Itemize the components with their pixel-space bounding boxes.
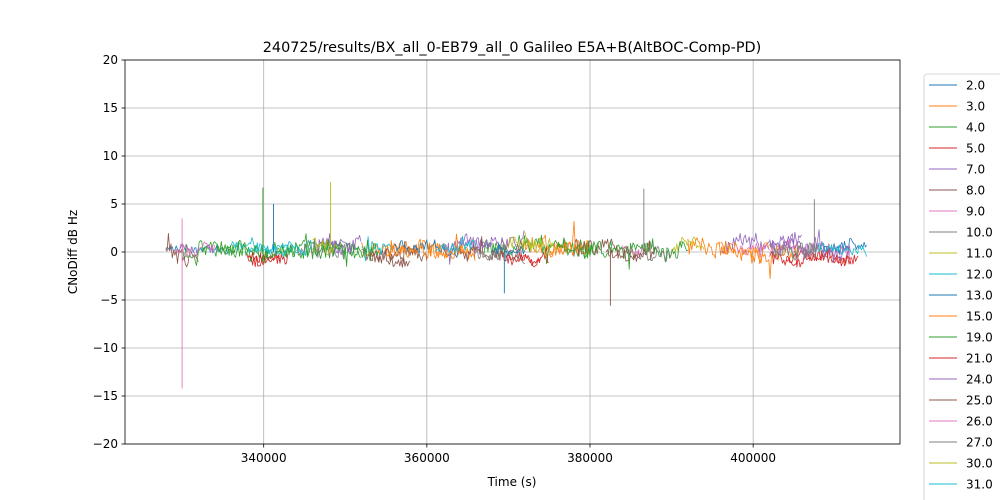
y-tick-label: −10 (93, 341, 118, 355)
legend-item: 12.0 (929, 267, 993, 281)
legend-item: 9.0 (929, 204, 985, 218)
y-tick-label: −20 (93, 437, 118, 451)
y-tick-label: 15 (103, 101, 118, 115)
legend-item: 19.0 (929, 330, 993, 344)
legend-item: 31.0 (929, 477, 993, 491)
legend-item: 33.0 (966, 498, 993, 500)
y-tick-label: 20 (103, 53, 118, 67)
x-tick-label: 380000 (567, 451, 613, 465)
legend-item: 11.0 (929, 246, 993, 260)
legend-item: 5.0 (929, 141, 985, 155)
legend-label: 30.0 (966, 456, 993, 470)
series-line-30.0 (312, 231, 558, 257)
x-tick-label: 360000 (404, 451, 450, 465)
legend-label: 33.0 (966, 498, 993, 500)
x-tick-label: 400000 (730, 451, 776, 465)
legend-label: 7.0 (966, 162, 985, 176)
legend-label: 24.0 (966, 372, 993, 386)
y-tick-label: −15 (93, 389, 118, 403)
y-tick-label: 5 (110, 197, 118, 211)
y-tick-label: 0 (110, 245, 118, 259)
legend-item: 27.0 (929, 435, 993, 449)
legend-label: 26.0 (966, 414, 993, 428)
legend-label: 12.0 (966, 267, 993, 281)
legend-label: 25.0 (966, 393, 993, 407)
y-tick-label: 10 (103, 149, 118, 163)
x-tick-label: 340000 (241, 451, 287, 465)
legend: 2.0 3.0 4.0 5.0 7.0 8.0 9.0 10.0 11.0 12.0 13.0 15.… (923, 73, 1000, 500)
legend-label: 4.0 (966, 120, 985, 134)
series-line-33.0 (492, 243, 526, 257)
legend-label: 8.0 (966, 183, 985, 197)
legend-label: 10.0 (966, 225, 993, 239)
legend-label: 11.0 (966, 246, 993, 260)
series-line-21.0 (247, 243, 852, 268)
legend-item: 24.0 (929, 372, 993, 386)
legend-label: 13.0 (966, 288, 993, 302)
legend-label: 21.0 (966, 351, 993, 365)
legend-item: 8.0 (929, 183, 985, 197)
legend-label: 2.0 (966, 78, 985, 92)
legend-label: 15.0 (966, 309, 993, 323)
y-axis-label: CNoDiff dB Hz (66, 210, 80, 294)
legend-label: 31.0 (966, 477, 993, 491)
legend-label: 19.0 (966, 330, 993, 344)
series-line-24.0 (328, 229, 851, 263)
legend-item: 10.0 (929, 225, 993, 239)
legend-item: 3.0 (929, 99, 985, 113)
legend-label: 3.0 (966, 99, 985, 113)
legend-item: 15.0 (929, 309, 993, 323)
legend-label: 5.0 (966, 141, 985, 155)
chart-title: 240725/results/BX_all_0-EB79_all_0 Galil… (263, 40, 761, 56)
legend-item: 4.0 (929, 120, 985, 134)
series-line-27.0 (475, 242, 819, 262)
legend-item: 13.0 (929, 288, 993, 302)
x-axis-label: Time (s) (487, 475, 537, 489)
legend-item: 26.0 (929, 414, 993, 428)
series-line-31.0 (247, 235, 868, 257)
legend-item: 2.0 (929, 78, 985, 92)
y-tick-label: −5 (100, 293, 118, 307)
legend-label: 27.0 (966, 435, 993, 449)
legend-item: 30.0 (929, 456, 993, 470)
legend-item: 25.0 (929, 393, 993, 407)
series-layer (165, 181, 868, 389)
legend-item: 21.0 (929, 351, 993, 365)
legend-label: 9.0 (966, 204, 985, 218)
legend-item: 7.0 (929, 162, 985, 176)
axis-ticks: 340000 360000 380000 400000 −20 −15 −10 −5 0 5 10 1… (93, 53, 776, 465)
legend-frame (923, 73, 1000, 500)
